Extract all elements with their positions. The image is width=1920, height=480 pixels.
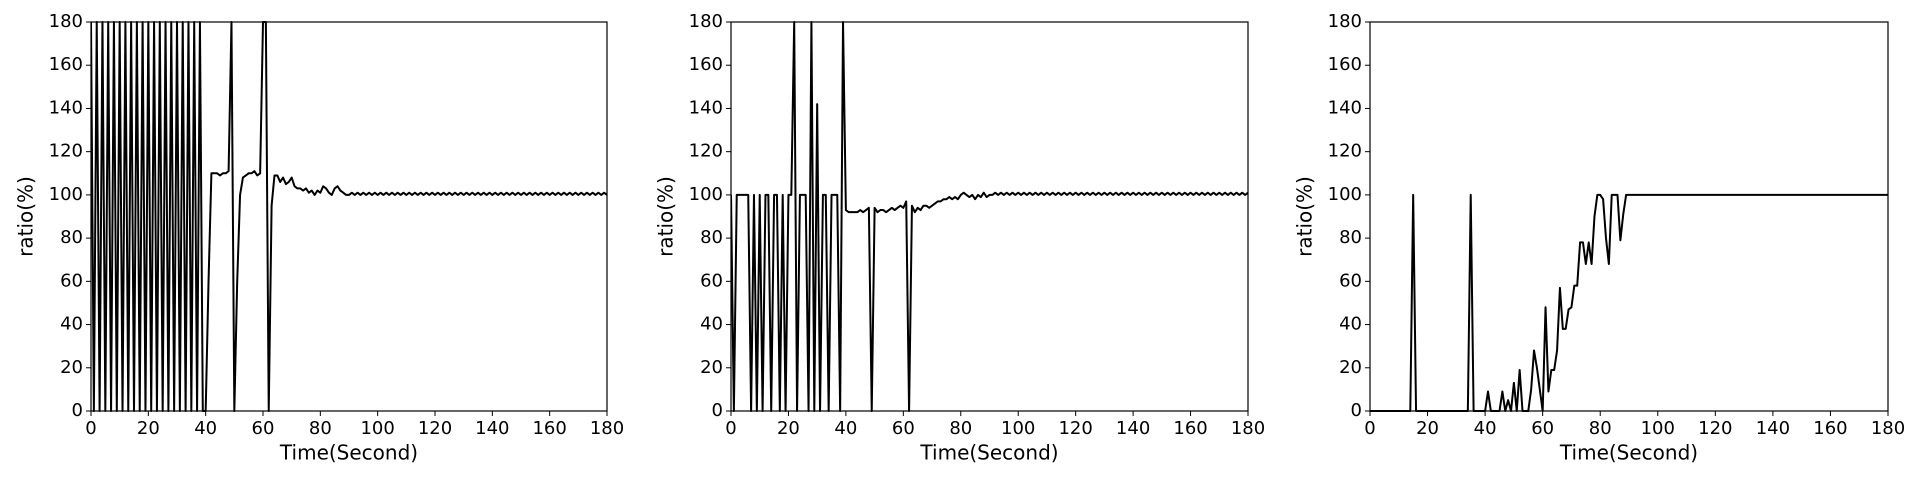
x-tick-label: 60: [252, 418, 275, 439]
y-tick-label: 40: [1339, 314, 1362, 335]
y-tick-label: 120: [49, 141, 83, 162]
x-tick-label: 120: [1698, 418, 1732, 439]
y-tick-label: 80: [700, 227, 723, 248]
y-axis-label: ratio(%): [1293, 176, 1317, 257]
x-tick-label: 100: [1641, 418, 1675, 439]
x-tick-label: 140: [1756, 418, 1790, 439]
x-tick-label: 160: [1813, 418, 1847, 439]
x-tick-label: 160: [1173, 418, 1207, 439]
y-tick-label: 160: [49, 54, 83, 75]
y-tick-label: 0: [712, 400, 723, 421]
x-tick-label: 180: [590, 418, 624, 439]
x-tick-label: 40: [194, 418, 217, 439]
y-tick-label: 20: [700, 357, 723, 378]
y-tick-label: 120: [1328, 141, 1362, 162]
x-axis-label: Time(Second): [279, 441, 418, 465]
data-line: [731, 21, 1248, 412]
x-tick-label: 20: [777, 418, 800, 439]
x-tick-label: 60: [892, 418, 915, 439]
y-tick-label: 180: [49, 11, 83, 32]
plot-frame: [1369, 21, 1889, 412]
x-tick-label: 140: [1116, 418, 1150, 439]
x-tick-label: 120: [418, 418, 452, 439]
y-tick-label: 40: [700, 314, 723, 335]
x-tick-label: 80: [309, 418, 332, 439]
y-tick-label: 80: [1339, 227, 1362, 248]
y-tick-label: 60: [60, 270, 83, 291]
x-tick-label: 100: [1001, 418, 1035, 439]
y-tick-label: 160: [689, 54, 723, 75]
x-tick-label: 180: [1871, 418, 1905, 439]
x-tick-label: 0: [1364, 418, 1375, 439]
y-tick-label: 160: [1328, 54, 1362, 75]
x-tick-label: 140: [475, 418, 509, 439]
y-tick-label: 80: [60, 227, 83, 248]
y-tick-label: 0: [72, 400, 83, 421]
x-tick-label: 40: [834, 418, 857, 439]
x-axis-label: Time(Second): [1559, 441, 1698, 465]
x-tick-label: 80: [949, 418, 972, 439]
y-tick-label: 180: [689, 11, 723, 32]
x-tick-label: 160: [532, 418, 566, 439]
y-tick-label: 180: [1328, 11, 1362, 32]
x-axis-label: Time(Second): [919, 441, 1058, 465]
data-line: [91, 21, 607, 412]
x-tick-label: 20: [1416, 418, 1439, 439]
y-tick-label: 20: [1339, 357, 1362, 378]
x-tick-label: 0: [725, 418, 736, 439]
x-tick-label: 120: [1058, 418, 1092, 439]
x-tick-label: 0: [85, 418, 96, 439]
y-tick-label: 100: [689, 184, 723, 205]
y-tick-label: 60: [700, 270, 723, 291]
x-tick-label: 40: [1474, 418, 1497, 439]
x-tick-label: 60: [1531, 418, 1554, 439]
y-tick-label: 0: [1351, 400, 1362, 421]
plot-frame: [730, 21, 1249, 412]
y-tick-label: 100: [1328, 184, 1362, 205]
data-line: [1370, 193, 1888, 412]
y-tick-label: 140: [1328, 97, 1362, 118]
y-tick-label: 120: [689, 141, 723, 162]
x-tick-label: 100: [360, 418, 394, 439]
y-tick-label: 140: [689, 97, 723, 118]
y-axis-label: ratio(%): [654, 176, 678, 257]
x-tick-label: 180: [1231, 418, 1265, 439]
plot-frame: [90, 21, 608, 412]
x-tick-label: 20: [137, 418, 160, 439]
y-tick-label: 60: [1339, 270, 1362, 291]
y-tick-label: 140: [49, 97, 83, 118]
y-tick-label: 40: [60, 314, 83, 335]
x-tick-label: 80: [1589, 418, 1612, 439]
y-axis-label: ratio(%): [14, 176, 38, 257]
y-tick-label: 100: [49, 184, 83, 205]
y-tick-label: 20: [60, 357, 83, 378]
